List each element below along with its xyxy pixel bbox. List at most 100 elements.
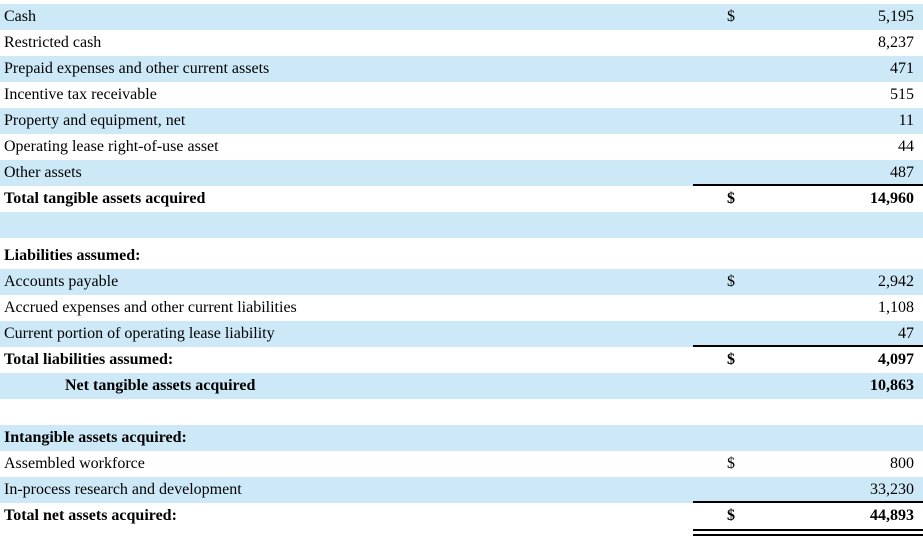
amount-group <box>693 425 923 451</box>
amount-group <box>693 212 923 238</box>
row-label: Net tangible assets acquired <box>65 377 256 394</box>
row-label: Total net assets acquired: <box>4 507 177 524</box>
row-label: Property and equipment, net <box>4 112 186 129</box>
row-label: Incentive tax receivable <box>4 86 157 103</box>
row-label <box>0 399 693 425</box>
row-amount: 5,195 <box>878 8 914 25</box>
row-amount <box>745 243 923 269</box>
row-label: Total tangible assets acquired <box>4 190 206 207</box>
currency-symbol <box>693 321 745 345</box>
currency-symbol <box>693 373 745 399</box>
row-amount: 44 <box>898 138 914 155</box>
amount-group: $ 4,097 <box>693 347 923 373</box>
currency-symbol <box>693 56 745 82</box>
row-amount: 487 <box>890 164 914 181</box>
row-amount <box>745 212 923 238</box>
row-label <box>0 212 693 238</box>
row-amount: 2,942 <box>878 273 914 290</box>
table-row-restricted-cash: Restricted cash 8,237 <box>0 30 923 56</box>
table-row-empty <box>0 399 923 425</box>
currency-symbol <box>693 212 745 238</box>
row-amount: 8,237 <box>878 34 914 51</box>
row-amount: 33,230 <box>870 481 914 498</box>
currency-symbol <box>693 477 745 501</box>
row-amount <box>745 425 923 451</box>
amount-group: $ 5,195 <box>693 4 923 30</box>
row-label: Accounts payable <box>4 273 119 290</box>
amount-group: 8,237 <box>693 30 923 56</box>
row-amount: 47 <box>898 325 914 342</box>
table-row-property-equipment: Property and equipment, net 11 <box>0 108 923 134</box>
row-label: Cash <box>4 8 36 25</box>
row-label: Accrued expenses and other current liabi… <box>4 299 297 316</box>
amount-group: $ 800 <box>693 451 923 477</box>
row-amount: 44,893 <box>870 507 914 524</box>
table-row-accounts-payable: Accounts payable $ 2,942 <box>0 269 923 295</box>
currency-symbol <box>693 295 745 321</box>
amount-group: 33,230 <box>693 477 923 503</box>
currency-symbol <box>693 134 745 160</box>
amount-group: $ 2,942 <box>693 269 923 295</box>
double-underline <box>693 529 923 539</box>
currency-symbol: $ <box>727 507 735 524</box>
section-header-label: Intangible assets acquired: <box>4 429 187 446</box>
table-row-current-portion-lease: Current portion of operating lease liabi… <box>0 321 923 347</box>
row-amount: 11 <box>898 112 914 129</box>
table-row-intangible-assets-header: Intangible assets acquired: <box>0 425 923 451</box>
row-amount <box>745 399 923 425</box>
table-row-total-liabilities: Total liabilities assumed: $ 4,097 <box>0 347 923 373</box>
row-amount: 515 <box>890 86 914 103</box>
row-label: Prepaid expenses and other current asset… <box>4 60 270 77</box>
amount-group: 11 <box>693 108 923 134</box>
table-row-assembled-workforce: Assembled workforce $ 800 <box>0 451 923 477</box>
table-row-cash: Cash $ 5,195 <box>0 4 923 30</box>
table-row-prepaid-expenses: Prepaid expenses and other current asset… <box>0 56 923 82</box>
currency-symbol: $ <box>727 190 735 207</box>
amount-group: $ 44,893 <box>693 503 923 529</box>
row-label: Operating lease right-of-use asset <box>4 138 219 155</box>
section-header-label: Liabilities assumed: <box>4 247 141 264</box>
row-amount: 1,108 <box>878 299 914 316</box>
currency-symbol: $ <box>727 273 735 290</box>
currency-symbol: $ <box>727 8 735 25</box>
row-label: In-process research and development <box>4 481 242 498</box>
row-amount: 471 <box>890 60 914 77</box>
table-row-liabilities-assumed-header: Liabilities assumed: <box>0 243 923 269</box>
table-row-total-net-assets: Total net assets acquired: $ 44,893 <box>0 503 923 529</box>
row-label: Restricted cash <box>4 34 102 51</box>
table-row-in-process-rd: In-process research and development 33,2… <box>0 477 923 503</box>
table-row-net-tangible-assets: Net tangible assets acquired 10,863 <box>0 373 923 399</box>
row-label: Total liabilities assumed: <box>4 351 174 368</box>
table-row-other-assets: Other assets 487 <box>0 160 923 186</box>
table-row-total-tangible-assets: Total tangible assets acquired $ 14,960 <box>0 186 923 212</box>
currency-symbol: $ <box>727 455 735 472</box>
amount-group <box>693 399 923 425</box>
row-amount: 10,863 <box>870 377 914 394</box>
currency-symbol <box>693 160 745 184</box>
amount-group: 44 <box>693 134 923 160</box>
amount-group: 471 <box>693 56 923 82</box>
amount-group <box>693 243 923 269</box>
table-row-accrued-expenses: Accrued expenses and other current liabi… <box>0 295 923 321</box>
amount-group: 515 <box>693 82 923 108</box>
amount-group: 487 <box>693 160 923 186</box>
row-amount: 800 <box>890 455 914 472</box>
currency-symbol <box>693 108 745 134</box>
currency-symbol <box>693 30 745 56</box>
row-label: Other assets <box>4 164 82 181</box>
amount-group: 10,863 <box>693 373 923 399</box>
amount-group: $ 14,960 <box>693 186 923 212</box>
currency-symbol <box>693 399 745 425</box>
amount-group: 47 <box>693 321 923 347</box>
rule-spacer <box>0 529 693 539</box>
amount-group: 1,108 <box>693 295 923 321</box>
table-row-operating-lease-asset: Operating lease right-of-use asset 44 <box>0 134 923 160</box>
table-row-incentive-tax-receivable: Incentive tax receivable 515 <box>0 82 923 108</box>
currency-symbol <box>693 243 745 269</box>
row-label: Current portion of operating lease liabi… <box>4 325 275 342</box>
row-label: Assembled workforce <box>4 455 145 472</box>
row-amount: 14,960 <box>870 190 914 207</box>
table-row-empty <box>0 212 923 238</box>
currency-symbol <box>693 82 745 108</box>
